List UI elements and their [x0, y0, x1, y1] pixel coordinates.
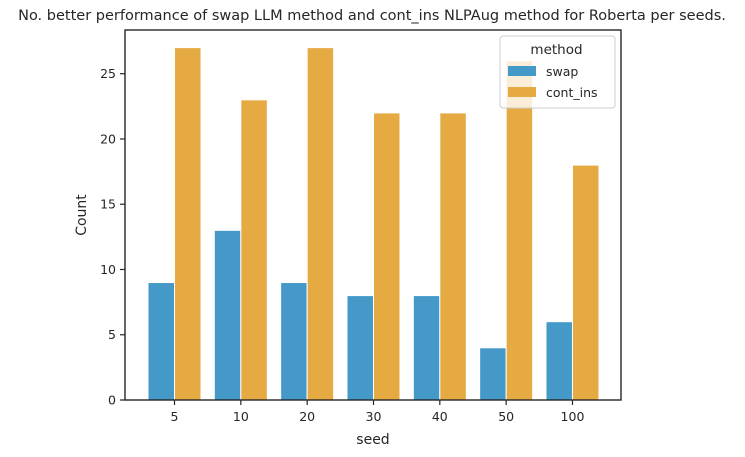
bar-cont_ins-30 — [372, 112, 401, 401]
x-tick-label: 20 — [299, 409, 315, 424]
y-tick-label: 25 — [100, 66, 116, 81]
bar-swap-20 — [280, 282, 308, 401]
x-tick-label: 50 — [498, 409, 514, 424]
legend-label-cont_ins: cont_ins — [546, 85, 598, 100]
legend-title: method — [530, 42, 582, 58]
chart-title: No. better performance of swap LLM metho… — [18, 8, 726, 24]
y-axis: 0 5 10 15 20 25 — [100, 66, 125, 408]
x-tick-label: 5 — [171, 409, 179, 424]
x-tick-label: 30 — [366, 409, 382, 424]
bar-cont_ins-10 — [240, 99, 268, 401]
y-tick-label: 5 — [108, 327, 116, 342]
x-axis: 5 10 20 30 40 50 100 — [171, 400, 585, 424]
x-tick-label: 40 — [432, 409, 448, 424]
x-axis-label: seed — [356, 432, 389, 448]
bar-swap-40 — [412, 295, 441, 401]
y-tick-label: 15 — [100, 197, 116, 212]
x-tick-label: 100 — [561, 409, 585, 424]
bar-swap-100 — [545, 321, 573, 401]
bar-swap-10 — [213, 229, 242, 401]
legend-label-swap: swap — [546, 64, 578, 79]
bar-cont_ins-5 — [174, 47, 202, 401]
legend-swatch-swap — [508, 66, 536, 76]
bar-swap-5 — [147, 282, 175, 401]
legend: method swap cont_ins — [499, 35, 616, 109]
bar-cont_ins-20 — [306, 47, 335, 401]
bar-cont_ins-100 — [571, 164, 600, 401]
y-tick-label: 20 — [100, 131, 116, 146]
bar-swap-30 — [346, 295, 374, 401]
bars-group — [147, 47, 600, 401]
y-tick-label: 0 — [108, 393, 116, 408]
bar-cont_ins-40 — [439, 112, 467, 401]
y-tick-label: 10 — [100, 262, 116, 277]
bar-cont_ins-50 — [505, 60, 534, 401]
bar-swap-50 — [479, 347, 507, 401]
y-axis-label: Count — [74, 194, 90, 236]
legend-swatch-cont_ins — [508, 87, 536, 97]
x-tick-label: 10 — [233, 409, 249, 424]
